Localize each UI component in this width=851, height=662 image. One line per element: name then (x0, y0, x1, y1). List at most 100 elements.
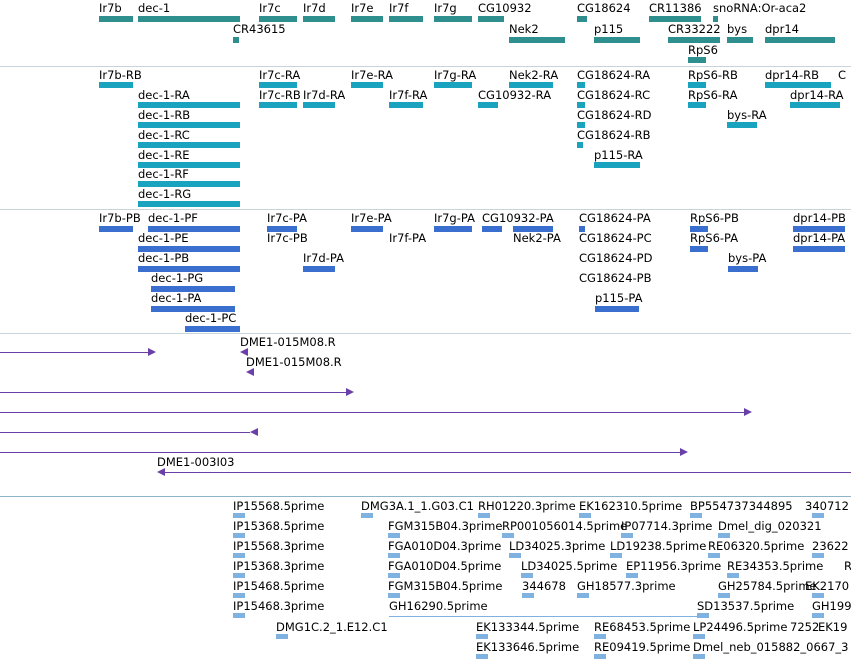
bac-line[interactable] (0, 352, 148, 353)
est-label[interactable]: FGA010D04.5prime (388, 559, 502, 573)
transcript-label[interactable]: CG18624-RB (577, 128, 651, 142)
est-label[interactable]: RH01220.3prime (478, 499, 576, 513)
gene-label-cr43615[interactable]: CR43615 (233, 22, 286, 36)
protein-label[interactable]: CG10932-PA (482, 211, 554, 225)
est-bar[interactable] (626, 573, 638, 578)
transcript-bar[interactable] (259, 82, 297, 88)
gene-label-cr11386[interactable]: CR11386 (649, 1, 702, 15)
transcript-label[interactable]: dec-1-RA (138, 88, 190, 102)
protein-bar[interactable] (579, 226, 585, 232)
transcript-label[interactable]: dpr14-RA (790, 88, 844, 102)
gene-label-ir7d[interactable]: Ir7d (303, 1, 326, 15)
protein-label[interactable]: dpr14-PA (793, 231, 846, 245)
transcript-label[interactable]: Ir7c-RA (259, 68, 301, 82)
transcript-bar[interactable] (138, 201, 240, 207)
transcript-label[interactable]: Ir7d-RA (303, 88, 346, 102)
est-label[interactable]: RE34353.5prime (727, 559, 824, 573)
gene-label-ir7g[interactable]: Ir7g (434, 1, 457, 15)
transcript-bar[interactable] (389, 102, 423, 108)
protein-bar[interactable] (434, 226, 472, 232)
transcript-bar[interactable] (577, 102, 585, 108)
gene-label-dec-1[interactable]: dec-1 (138, 1, 171, 15)
protein-label[interactable]: RpS6-PA (690, 231, 739, 245)
gene-label-dpr14[interactable]: dpr14 (765, 22, 799, 36)
transcript-label[interactable]: Ir7f-RA (389, 88, 428, 102)
protein-bar[interactable] (99, 226, 133, 232)
est-bar[interactable] (388, 573, 400, 578)
transcript-bar[interactable] (138, 142, 240, 148)
est-bar[interactable] (502, 533, 514, 538)
bac-label[interactable]: DME1-015M08.R (246, 355, 342, 369)
est-label[interactable]: EK2170 (805, 579, 850, 593)
transcript-label[interactable]: Ir7c-RB (259, 88, 301, 102)
est-bar[interactable] (812, 593, 824, 598)
est-label[interactable]: SD13537.5prime (697, 599, 795, 613)
transcript-bar[interactable] (478, 102, 498, 108)
protein-label[interactable]: Ir7d-PA (303, 251, 344, 265)
est-label[interactable]: IP15368.5prime (233, 519, 325, 533)
transcript-bar[interactable] (303, 102, 335, 108)
est-label[interactable]: IP15468.3prime (233, 599, 325, 613)
bac-label[interactable]: DME1-015M08.R (240, 335, 336, 349)
bac-line[interactable] (0, 432, 250, 433)
protein-label[interactable]: dec-1-PG (151, 271, 204, 285)
transcript-bar[interactable] (138, 102, 240, 108)
gene-label-ir7c[interactable]: Ir7c (259, 1, 281, 15)
est-label[interactable]: 7252 (790, 620, 820, 634)
protein-bar[interactable] (138, 246, 240, 252)
est-bar[interactable] (233, 613, 245, 618)
est-label[interactable]: IP15468.5prime (233, 579, 325, 593)
transcript-bar[interactable] (688, 82, 706, 88)
gene-bar-ir7e[interactable] (351, 16, 383, 22)
protein-bar[interactable] (148, 226, 240, 232)
bac-label[interactable]: DME1-003I03 (157, 455, 235, 469)
est-bar[interactable] (388, 593, 400, 598)
transcript-label[interactable]: Ir7g-RA (434, 68, 477, 82)
protein-label[interactable]: Nek2-PA (513, 231, 561, 245)
protein-label[interactable]: Ir7g-PA (434, 211, 475, 225)
est-label[interactable]: RE06320.5prime (708, 539, 805, 553)
est-bar[interactable] (388, 533, 400, 538)
bac-line[interactable] (163, 472, 851, 473)
protein-bar[interactable] (185, 326, 240, 332)
transcript-label[interactable]: Ir7b-RB (99, 68, 142, 82)
gene-bar-snorna[interactable] (713, 16, 718, 22)
protein-bar[interactable] (513, 226, 553, 232)
gene-bar-nek2[interactable] (509, 37, 565, 43)
protein-label[interactable]: CG18624-PB (579, 271, 652, 285)
est-label[interactable]: LD34025.3prime (509, 539, 606, 553)
protein-bar[interactable] (595, 306, 639, 312)
protein-label[interactable]: dec-1-PC (185, 311, 237, 325)
gene-bar-ir7d[interactable] (303, 16, 335, 22)
transcript-bar[interactable] (688, 102, 706, 108)
est-label[interactable]: IP15568.5prime (233, 499, 325, 513)
est-label[interactable]: DMG1C.2_1.E12.C1 (276, 620, 388, 634)
transcript-bar[interactable] (138, 122, 240, 128)
est-bar[interactable] (812, 553, 824, 558)
est-label[interactable]: EK133646.5prime (476, 640, 580, 654)
transcript-label[interactable]: dec-1-RF (138, 167, 189, 181)
protein-bar[interactable] (690, 226, 708, 232)
bac-line[interactable] (0, 392, 346, 393)
gene-bar-ir7f[interactable] (389, 16, 423, 22)
est-bar[interactable] (361, 513, 373, 518)
est-label[interactable]: Dmel_dig_020321 (718, 519, 822, 533)
protein-label[interactable]: Ir7f-PA (389, 231, 427, 245)
est-line[interactable] (389, 616, 701, 617)
protein-bar[interactable] (728, 266, 758, 272)
transcript-label[interactable]: RpS6-RA (688, 88, 738, 102)
gene-bar-ir7g[interactable] (434, 16, 472, 22)
est-label[interactable]: R (844, 559, 851, 573)
protein-label[interactable]: dec-1-PA (151, 291, 202, 305)
transcript-label[interactable]: dec-1-RG (138, 187, 192, 201)
est-bar[interactable] (708, 553, 720, 558)
transcript-bar[interactable] (99, 82, 133, 88)
gene-label-snorna[interactable]: snoRNA:Or-aca2 (713, 1, 807, 15)
transcript-bar[interactable] (509, 82, 553, 88)
protein-label[interactable]: CG18624-PD (579, 251, 653, 265)
protein-bar[interactable] (267, 226, 297, 232)
est-label[interactable]: BP554737344895 (690, 499, 793, 513)
est-bar[interactable] (693, 634, 705, 639)
est-bar[interactable] (522, 593, 534, 598)
est-bar[interactable] (718, 593, 730, 598)
